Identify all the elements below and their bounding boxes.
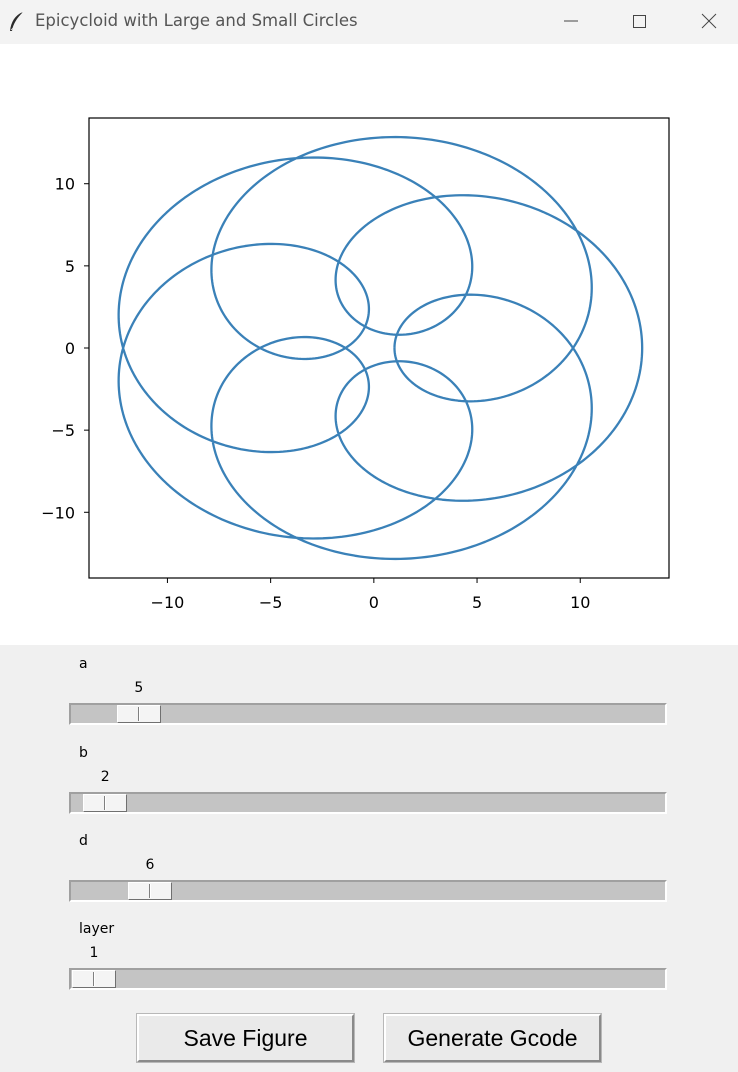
axes-frame — [88, 117, 670, 579]
window-title: Epicycloid with Large and Small Circles — [35, 11, 358, 30]
slider-value-b: 2 — [100, 769, 110, 785]
slider-d[interactable] — [69, 880, 667, 902]
x-tick-label: 10 — [570, 593, 590, 612]
slider-label-a: a — [79, 656, 88, 672]
generate-gcode-button[interactable]: Generate Gcode — [383, 1013, 602, 1063]
y-tick-label: 5 — [65, 257, 75, 276]
slider-value-d: 6 — [145, 857, 155, 873]
y-tick-label: −10 — [41, 503, 75, 522]
x-tick-label: −5 — [259, 593, 283, 612]
slider-thumb-b[interactable] — [83, 794, 128, 812]
slider-a[interactable] — [69, 703, 667, 725]
y-tick-label: 0 — [65, 339, 75, 358]
close-icon — [701, 13, 717, 29]
save-figure-button[interactable]: Save Figure — [136, 1013, 355, 1063]
slider-thumb-d[interactable] — [128, 882, 172, 900]
x-tick-label: 0 — [369, 593, 379, 612]
slider-thumb-layer[interactable] — [72, 970, 116, 988]
slider-value-layer: 1 — [89, 945, 99, 961]
epicycloid-chart: −10 −5 0 5 10 10 5 0 −5 −10 — [41, 117, 670, 612]
maximize-button[interactable] — [616, 0, 662, 44]
slider-value-a: 5 — [134, 680, 144, 696]
slider-b[interactable] — [69, 792, 667, 814]
slider-label-b: b — [79, 745, 88, 761]
minimize-icon — [564, 20, 578, 22]
feather-icon — [10, 11, 24, 31]
maximize-icon — [633, 15, 646, 28]
minimize-button[interactable] — [548, 0, 594, 44]
x-tick-label: −10 — [151, 593, 185, 612]
close-button[interactable] — [686, 0, 732, 44]
plot-canvas: −10 −5 0 5 10 10 5 0 −5 −10 — [0, 44, 738, 645]
y-tick-label: 10 — [55, 175, 75, 194]
slider-label-layer: layer — [79, 921, 115, 937]
slider-thumb-a[interactable] — [116, 705, 161, 723]
title-bar: Epicycloid with Large and Small Circles — [0, 0, 738, 44]
x-tick-label: 5 — [472, 593, 482, 612]
slider-label-d: d — [79, 833, 88, 849]
epicycloid-curve — [117, 135, 644, 561]
y-tick-label: −5 — [51, 421, 75, 440]
slider-layer[interactable] — [69, 968, 667, 990]
